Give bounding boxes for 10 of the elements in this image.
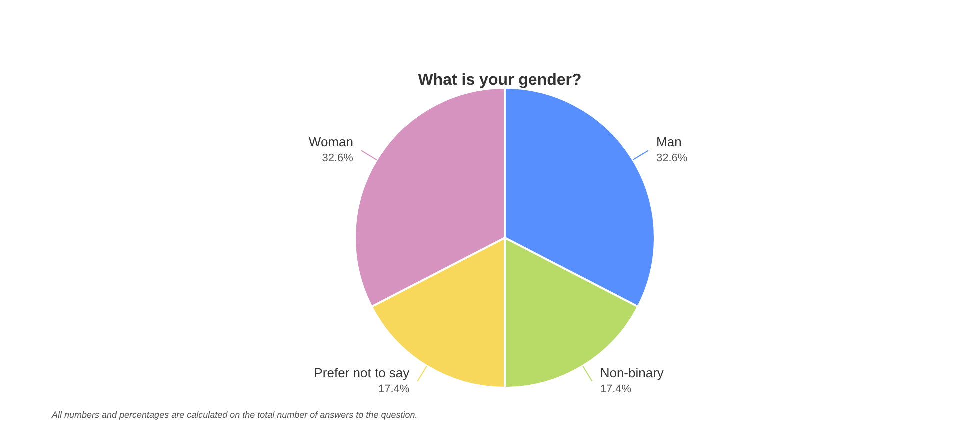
data-label: 32.6%	[322, 152, 354, 165]
slice-label: Woman	[308, 134, 354, 150]
data-label: 17.4%	[378, 384, 410, 396]
chart-title: What is your gender?	[417, 72, 583, 90]
data-label: 17.4%	[600, 384, 632, 396]
data-label: 32.6%	[656, 152, 688, 165]
text: All numbers and percentages are calculated on the total number of answers to the question.	[52, 410, 418, 420]
slice-label: Prefer not to say	[314, 366, 410, 381]
slice-label: Man	[656, 134, 682, 150]
slice-label: Non-binary	[600, 366, 664, 381]
